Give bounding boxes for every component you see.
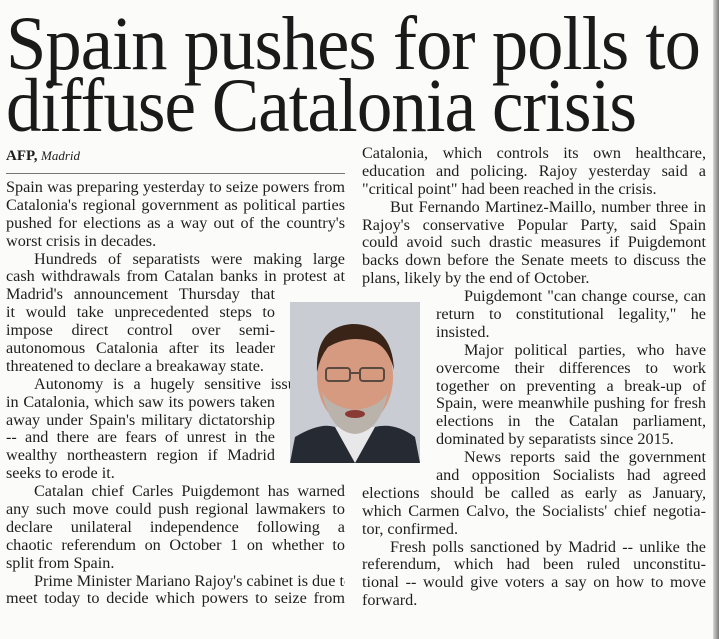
article-line: cash withdrawals from Catalan banks in p…: [6, 268, 345, 286]
byline-place: Madrid: [41, 148, 81, 163]
article-line: could avoid such drastic measures if Pui…: [362, 234, 706, 252]
article-line: which Carmen Calvo, the Socialists' chie…: [362, 502, 706, 520]
article-line: backs down before the Senate meets to di…: [362, 252, 706, 270]
article-line: split from Spain.: [6, 554, 115, 572]
article-line: Spain, were meanwhile pushing for fresh: [436, 395, 706, 413]
article-line: tional -- would give voters a say on how…: [362, 574, 706, 592]
headline-line-1: Spain pushes for polls to: [6, 2, 701, 86]
article-line: elections in the Catalan parliament,: [436, 413, 706, 431]
article-line: away under Spain's military dictatorship: [6, 411, 275, 429]
article-line: Rajoy's conservative Popular Party, said…: [362, 216, 706, 234]
headline-line-2: diffuse Catalonia crisis: [6, 64, 637, 148]
article-line: together on preventing a break-up of: [436, 377, 706, 395]
article-line: Autonomy is a hugely sensitive issue: [34, 375, 303, 393]
portrait-photo: [290, 302, 420, 463]
article-line: declare unilateral independence followin…: [6, 518, 345, 536]
article-line: insisted.: [436, 323, 490, 341]
article-line: Major political parties, who have: [464, 341, 706, 359]
article-column-left: Spain was preparing yesterday to seize p…: [6, 179, 345, 608]
article-line: pushed for elections as a way out of the…: [6, 214, 345, 232]
byline-divider: [6, 173, 345, 174]
article-line: But Fernando Martinez-Maillo, number thr…: [390, 198, 706, 216]
article-line: Catalan chief Carles Puigdemont has warn…: [34, 483, 345, 501]
article-line: return to constitutional legality," he: [436, 306, 706, 324]
article-line: overcome their differences to work: [436, 359, 706, 377]
article-line: Madrid's announcement Thursday that: [6, 286, 275, 304]
article-line: autonomous Catalonia after its leader: [6, 340, 275, 358]
article-column-right: Catalonia, which controls its own health…: [362, 145, 706, 610]
article-line: -- and there are fears of unrest in the: [6, 429, 275, 447]
article-line: tor, confirmed.: [362, 520, 458, 538]
article-line: chaotic referendum on October 1 on wheth…: [6, 536, 345, 554]
article-line: education and policing. Rajoy yesterday …: [362, 162, 706, 180]
byline-agency: AFP,: [6, 148, 38, 164]
article-line: wealthy northeastern region if Madrid: [6, 447, 275, 465]
page-edge: [713, 0, 719, 639]
article-line: referendum, which had been ruled unconst…: [362, 556, 706, 574]
article-line: Fresh polls sanctioned by Madrid -- unli…: [390, 538, 706, 556]
article-line: and opposition Socialists had agreed: [436, 467, 706, 485]
article-line: Puigdemont "can change course, can: [464, 288, 706, 306]
article-line: plans, likely by the end of October.: [362, 270, 590, 288]
article-line: News reports said the government: [464, 449, 706, 467]
article-line: seeks to erode it.: [6, 465, 115, 483]
article-line: any such move could push regional lawmak…: [6, 501, 345, 519]
article-line: Prime Minister Mariano Rajoy's cabinet i…: [34, 572, 345, 590]
article-line: Spain was preparing yesterday to seize p…: [6, 179, 345, 196]
article-line: impose direct control over semi-: [6, 322, 275, 340]
article-line: elections should be called as early as J…: [362, 484, 706, 502]
article-line: forward.: [362, 592, 418, 610]
article-line: Catalonia, which controls its own health…: [362, 145, 706, 162]
article-line: dominated by separatists since 2015.: [436, 431, 674, 449]
article-line: meet today to decide which powers to sei…: [6, 590, 345, 608]
article-line: it would take unprecedented steps to: [6, 304, 275, 322]
article-line: in Catalonia, which saw its powers taken: [6, 393, 275, 411]
article-line: Hundreds of separatists were making larg…: [34, 250, 345, 268]
byline: AFP, Madrid: [6, 148, 80, 165]
article-line: threatened to declare a breakaway state.: [6, 357, 264, 375]
article-line: Catalonia's regional government as polit…: [6, 196, 345, 214]
article-line: worst crisis in decades.: [6, 232, 157, 250]
article-line: "critical point" had been reached in the…: [362, 180, 657, 198]
